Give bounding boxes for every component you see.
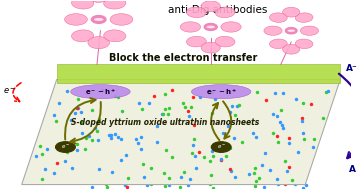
Text: $e^-$: $e^-$ xyxy=(3,86,16,96)
Circle shape xyxy=(92,15,106,23)
Text: A⁻: A⁻ xyxy=(345,64,357,73)
Ellipse shape xyxy=(215,36,235,47)
Ellipse shape xyxy=(283,44,300,54)
Ellipse shape xyxy=(88,0,109,2)
Circle shape xyxy=(211,142,231,152)
Circle shape xyxy=(204,23,217,30)
FancyArrowPatch shape xyxy=(211,103,219,140)
FancyArrowPatch shape xyxy=(13,83,21,101)
Ellipse shape xyxy=(186,7,206,18)
Polygon shape xyxy=(22,80,340,184)
Ellipse shape xyxy=(110,14,133,25)
Ellipse shape xyxy=(283,7,300,17)
Text: $\mathbf{e^- - h^+}$: $\mathbf{e^- - h^+}$ xyxy=(85,87,116,97)
Ellipse shape xyxy=(215,7,235,18)
Ellipse shape xyxy=(201,1,220,12)
Ellipse shape xyxy=(88,36,109,49)
Ellipse shape xyxy=(104,30,126,42)
Ellipse shape xyxy=(270,39,287,49)
FancyArrowPatch shape xyxy=(339,74,359,158)
Ellipse shape xyxy=(206,26,215,28)
Ellipse shape xyxy=(186,36,206,47)
Ellipse shape xyxy=(270,13,287,22)
Text: Block the electron transfer: Block the electron transfer xyxy=(108,53,257,63)
Ellipse shape xyxy=(104,0,126,9)
Text: $e^-$: $e^-$ xyxy=(216,143,226,151)
Ellipse shape xyxy=(288,29,295,32)
Ellipse shape xyxy=(201,42,220,53)
Ellipse shape xyxy=(295,13,313,22)
Ellipse shape xyxy=(300,26,318,35)
Circle shape xyxy=(285,28,297,34)
Ellipse shape xyxy=(221,22,241,32)
Ellipse shape xyxy=(71,0,94,9)
Polygon shape xyxy=(57,64,340,83)
Ellipse shape xyxy=(191,85,251,99)
Circle shape xyxy=(56,142,75,152)
FancyArrowPatch shape xyxy=(70,102,101,143)
Ellipse shape xyxy=(71,30,94,42)
FancyArrowPatch shape xyxy=(223,101,231,139)
Ellipse shape xyxy=(94,18,103,21)
Text: anti-Dig antibodies: anti-Dig antibodies xyxy=(168,5,267,15)
Text: $e^-$: $e^-$ xyxy=(61,143,70,151)
Text: $\mathbf{e^- - h^+}$: $\mathbf{e^- - h^+}$ xyxy=(206,87,237,97)
Text: A: A xyxy=(349,165,356,174)
Ellipse shape xyxy=(65,14,87,25)
Ellipse shape xyxy=(264,26,282,35)
Ellipse shape xyxy=(71,85,130,99)
FancyArrowPatch shape xyxy=(65,98,95,139)
Ellipse shape xyxy=(295,39,313,49)
Text: S-doped yttrium oxide ultrathin nanosheets: S-doped yttrium oxide ultrathin nanoshee… xyxy=(71,118,259,127)
Ellipse shape xyxy=(180,22,201,32)
